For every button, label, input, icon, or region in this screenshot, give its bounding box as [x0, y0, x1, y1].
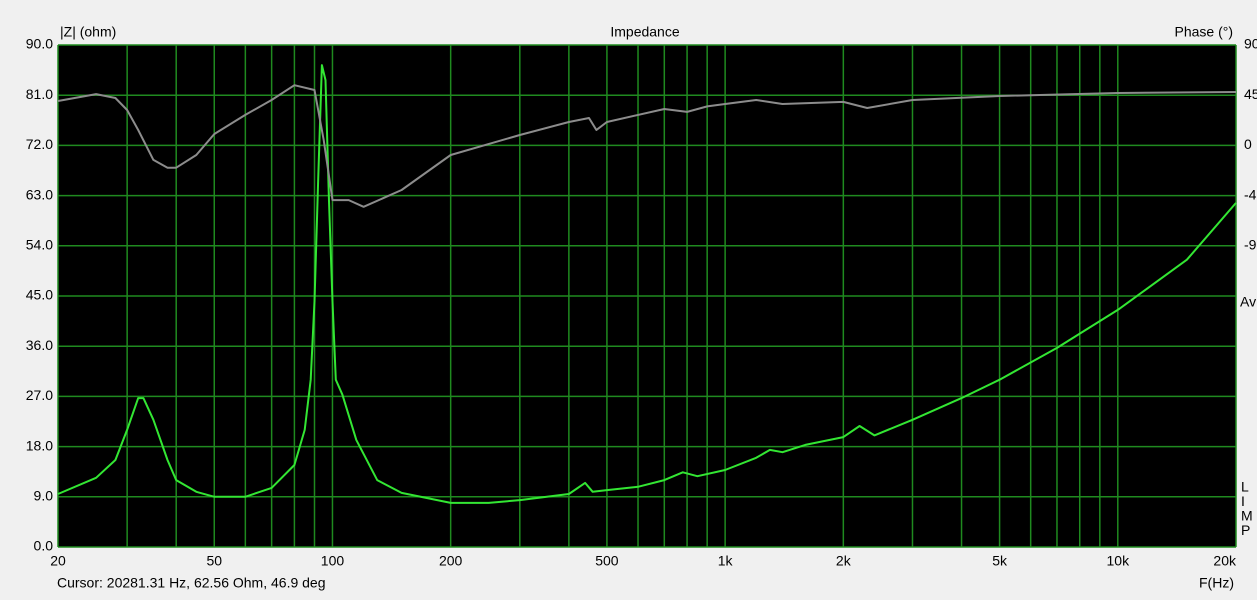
- y-tick-label: 90.0: [26, 36, 53, 52]
- side-letter: L: [1241, 479, 1249, 495]
- y2-tick-label: 45: [1244, 86, 1257, 102]
- series-line: [57, 84, 1237, 208]
- y-tick-label: 54.0: [26, 237, 53, 253]
- y-tick-label: 63.0: [26, 186, 53, 202]
- x-tick-label: 20: [50, 553, 66, 569]
- x-tick-label: 20k: [1213, 553, 1237, 569]
- y2-axis-label: Phase (°): [1174, 24, 1233, 40]
- x-tick-label: 200: [439, 553, 463, 569]
- y2-tick-label: 0: [1244, 136, 1252, 152]
- x-tick-label: 2k: [836, 553, 852, 569]
- side-text: Av: [1240, 294, 1256, 310]
- y2-tick-label: -45: [1244, 186, 1257, 202]
- x-axis-label: F(Hz): [1199, 575, 1234, 591]
- series-line: [57, 64, 1237, 504]
- y-tick-label: 27.0: [26, 387, 53, 403]
- y-tick-label: 18.0: [26, 437, 53, 453]
- x-tick-label: 1k: [718, 553, 734, 569]
- side-letter: M: [1241, 508, 1253, 524]
- side-letter: I: [1241, 493, 1245, 509]
- chart-title: Impedance: [610, 24, 679, 40]
- y-tick-label: 81.0: [26, 86, 53, 102]
- y-tick-label: 45.0: [26, 287, 53, 303]
- y-tick-label: 72.0: [26, 136, 53, 152]
- y-tick-label: 0.0: [34, 538, 54, 554]
- side-letter: P: [1241, 522, 1250, 538]
- x-tick-label: 50: [206, 553, 222, 569]
- cursor-readout: Cursor: 20281.31 Hz, 62.56 Ohm, 46.9 deg: [57, 575, 326, 591]
- x-tick-label: 500: [595, 553, 619, 569]
- y-axis-label: |Z| (ohm): [60, 24, 116, 40]
- y2-tick-label: 90: [1244, 36, 1257, 52]
- x-tick-label: 5k: [992, 553, 1008, 569]
- y2-tick-label: -90: [1244, 237, 1257, 253]
- x-tick-label: 10k: [1107, 553, 1131, 569]
- y-tick-label: 36.0: [26, 337, 53, 353]
- y-tick-label: 9.0: [34, 488, 54, 504]
- x-tick-label: 100: [321, 553, 345, 569]
